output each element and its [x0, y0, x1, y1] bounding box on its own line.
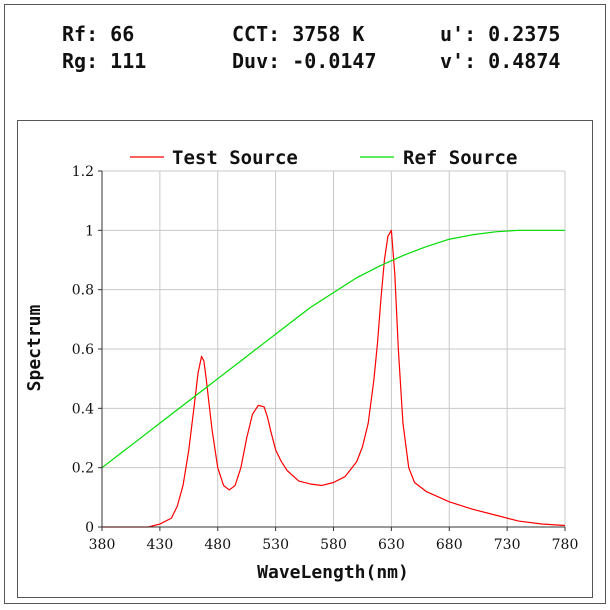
x-axis-title: WaveLength(nm) — [257, 562, 409, 583]
duv-value: Duv: -0.0147 — [232, 49, 377, 73]
tick-labels: 380 430 480 530 580 630 680 730 780 0 0.2 0.4 0.6 0.8… — [72, 164, 579, 553]
x-tick-label: 780 — [552, 537, 579, 553]
axes — [98, 170, 566, 531]
rg-value: Rg: 111 — [62, 49, 147, 73]
figure-frame — [4, 4, 606, 604]
x-tick-label: 680 — [436, 537, 463, 553]
x-tick-label: 430 — [147, 537, 174, 553]
v-prime-value: v': 0.4874 — [440, 49, 561, 73]
y-tick-label: 0.8 — [72, 283, 94, 299]
series-lines — [101, 229, 566, 528]
cct-value: CCT: 3758 K — [232, 22, 365, 46]
y-tick-label: 0 — [85, 520, 94, 536]
grid-lines — [101, 170, 566, 528]
rf-value: Rf: 66 — [62, 22, 135, 46]
series-line-0 — [102, 229, 566, 528]
y-tick-label: 0.6 — [72, 342, 94, 358]
x-tick-label: 580 — [320, 537, 347, 553]
legend: Test Source Ref Source — [130, 147, 517, 169]
y-tick-label: 0.4 — [72, 401, 94, 417]
x-tick-label: 630 — [378, 537, 405, 553]
y-tick-label: 0.2 — [72, 461, 94, 477]
series-line-1 — [101, 229, 565, 469]
y-tick-label: 1 — [85, 223, 94, 239]
x-tick-label: 530 — [262, 537, 289, 553]
y-axis-title: Spectrum — [24, 304, 45, 391]
y-tick-label: 1.2 — [72, 164, 94, 180]
x-tick-label: 380 — [89, 537, 116, 553]
legend-label-0: Test Source — [172, 147, 298, 169]
x-tick-label: 480 — [204, 537, 231, 553]
legend-label-1: Ref Source — [403, 147, 517, 169]
u-prime-value: u': 0.2375 — [440, 22, 561, 46]
colorimetry-metrics: Rf: 66 Rg: 111 CCT: 3758 K Duv: -0.0147 … — [0, 18, 610, 78]
x-tick-label: 730 — [494, 537, 521, 553]
spectrum-plot-panel — [17, 120, 593, 598]
